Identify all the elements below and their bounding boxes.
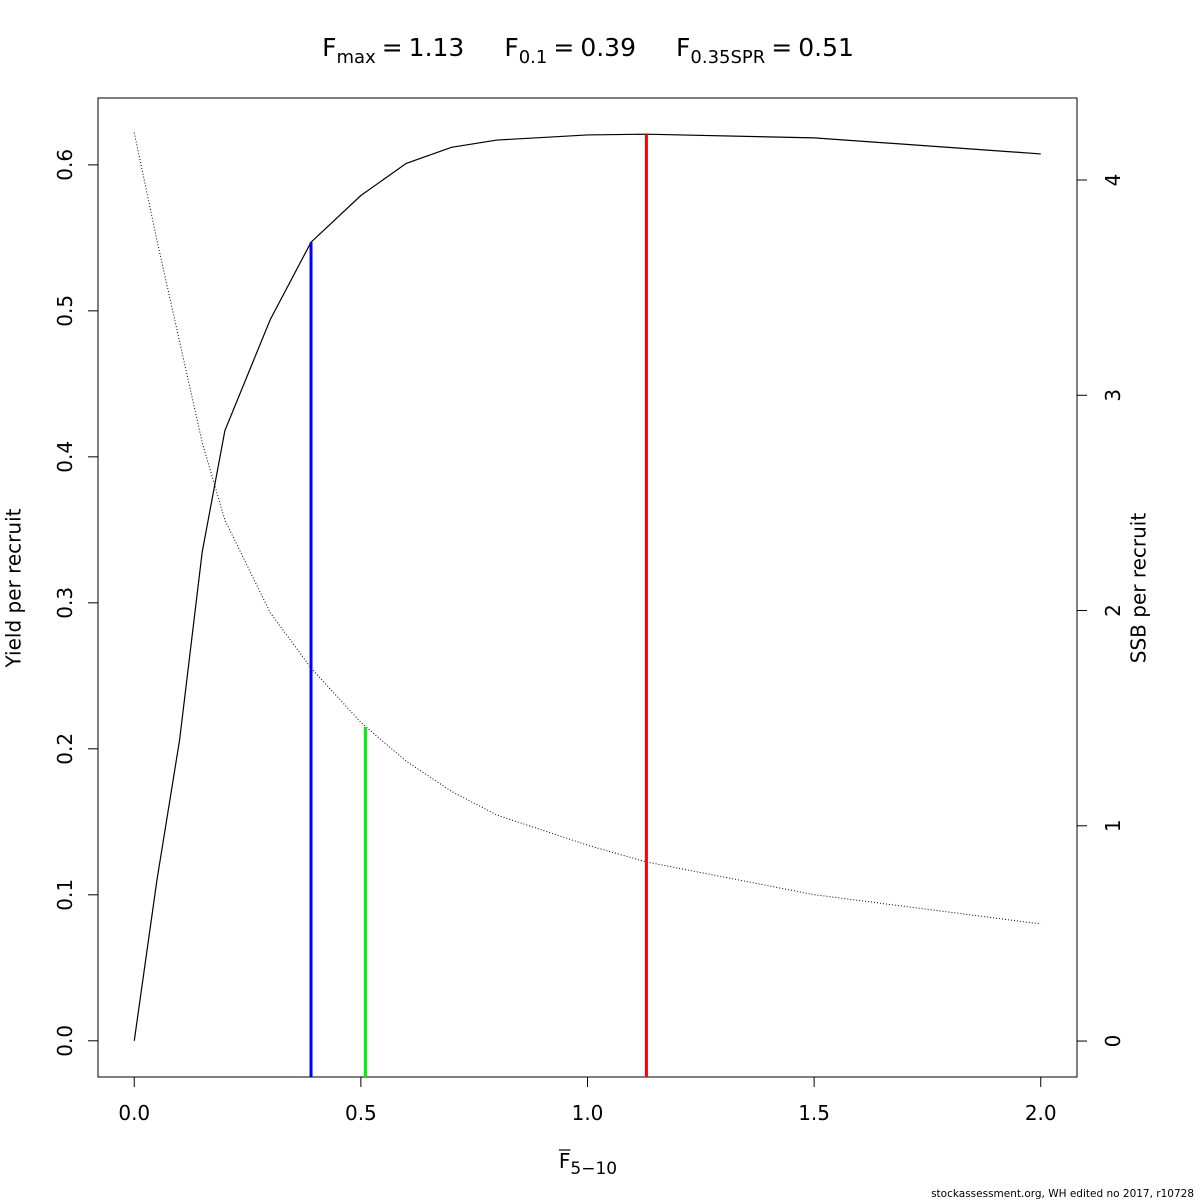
y-tick-label: 0.5 — [53, 295, 77, 327]
title-relation: = — [382, 33, 403, 62]
plot-frame — [97, 97, 1078, 1078]
y2-tick-label: 4 — [1101, 174, 1125, 187]
y-tick-label: 0.0 — [53, 1025, 77, 1057]
y-tick-label: 0.4 — [53, 441, 77, 473]
y2-tick-label: 3 — [1101, 389, 1125, 402]
x-tick-label: 1.5 — [798, 1101, 830, 1125]
x-tick-label: 1.0 — [572, 1101, 604, 1125]
chart-title: Fmax = 1.13 F0.1 = 0.39 F0.35SPR = 0.51 — [322, 33, 854, 68]
y-tick-label: 0.1 — [53, 879, 77, 911]
y2-tick-label: 2 — [1101, 604, 1125, 617]
title-value: 1.13 — [409, 33, 465, 62]
x-tick-label: 0.5 — [345, 1101, 377, 1125]
x-tick-label: 0.0 — [118, 1101, 150, 1125]
y2-axis-label: SSB per recruit — [1127, 513, 1151, 664]
title-symbol: F — [504, 33, 518, 62]
title-symbol: F — [676, 33, 690, 62]
title-relation: = — [771, 33, 792, 62]
x-axis-label: F5−10 — [559, 1149, 617, 1179]
y-tick-label: 0.3 — [53, 587, 77, 619]
title-value: 0.51 — [798, 33, 854, 62]
x-label-subscript: 5−10 — [570, 1159, 617, 1179]
title-value: 0.39 — [580, 33, 636, 62]
x-label-symbol: F — [559, 1149, 571, 1173]
title-subscript: 0.1 — [519, 47, 548, 68]
footer: stockassessment.org, WH edited no 2017, … — [931, 1188, 1194, 1200]
y-axis-label: Yield per recruit — [2, 508, 26, 668]
y2-tick-label: 0 — [1101, 1035, 1125, 1048]
series-line — [133, 132, 1041, 925]
y-tick-label: 0.2 — [53, 733, 77, 765]
y2-tick-label: 1 — [1101, 819, 1125, 832]
x-tick-label: 2.0 — [1025, 1101, 1057, 1125]
title-subscript: 0.35SPR — [690, 47, 765, 68]
series-line — [133, 133, 1041, 1041]
title-symbol: F — [322, 33, 336, 62]
title-relation: = — [553, 33, 574, 62]
title-subscript: max — [337, 47, 377, 68]
y-tick-label: 0.6 — [53, 149, 77, 181]
